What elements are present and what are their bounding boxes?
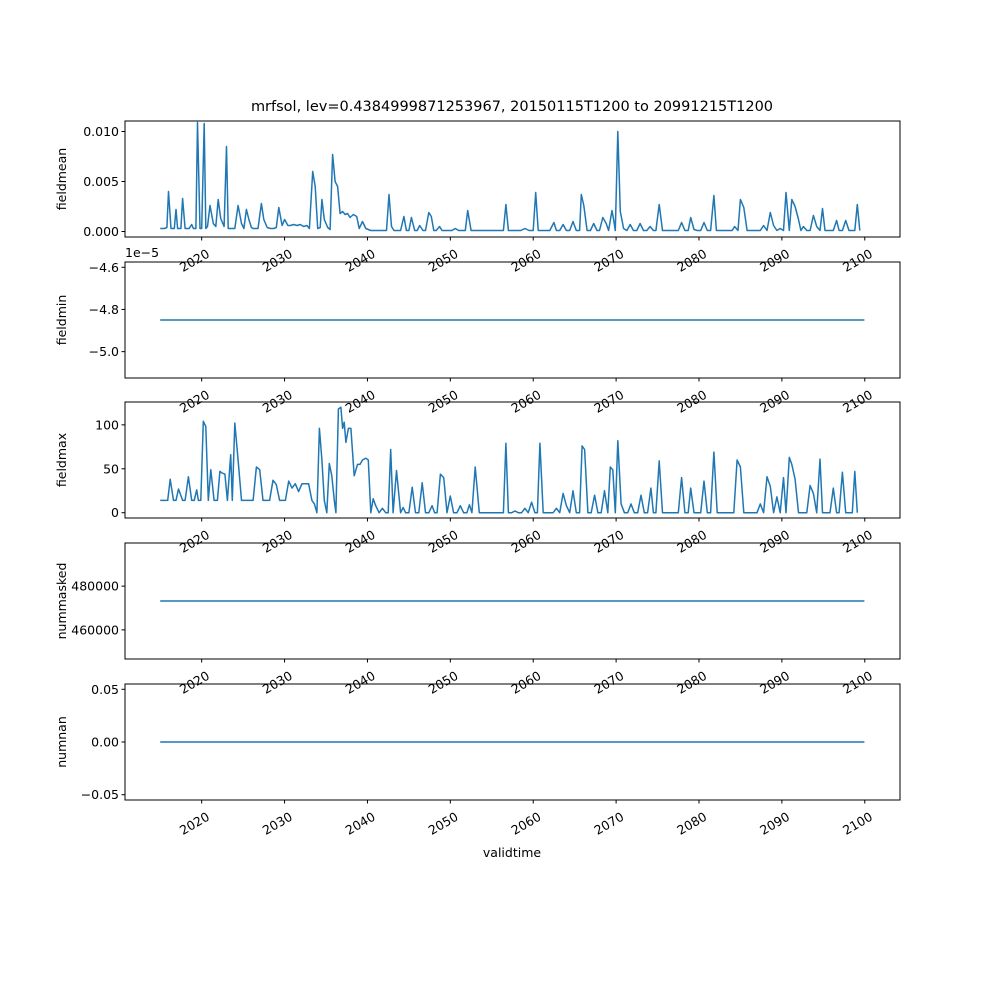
y-tick-label: 0.00 <box>91 735 119 750</box>
y-tick-label: 480000 <box>71 579 119 594</box>
y-axis-label: fieldmean <box>54 148 69 210</box>
y-tick-label: −4.8 <box>89 302 119 317</box>
y-tick-label: −4.6 <box>89 260 119 275</box>
y-axis-label: numnan <box>54 716 69 768</box>
y-axis-label: fieldmax <box>54 433 69 487</box>
series-line-fieldmax <box>160 406 859 514</box>
y-tick-label: −0.05 <box>81 787 119 802</box>
y-offset-text: 1e−5 <box>125 245 159 260</box>
y-tick-label: −5.0 <box>89 344 119 359</box>
y-tick-label: 0.005 <box>83 174 119 189</box>
x-axis-label: validtime <box>483 845 541 860</box>
y-tick-label: 0.000 <box>83 224 119 239</box>
y-tick-label: 460000 <box>71 622 119 637</box>
y-axis-label: nummasked <box>54 563 69 640</box>
series-line-fieldmean <box>160 121 861 232</box>
axes-frame <box>124 542 901 660</box>
axes-frame <box>124 401 901 519</box>
axes-frame <box>124 120 901 238</box>
y-axis-label: fieldmin <box>54 295 69 346</box>
axes-frame <box>124 261 901 379</box>
y-tick-label: 0 <box>111 505 119 520</box>
y-tick-label: 100 <box>95 417 119 432</box>
figure-title: mrfsol, lev=0.4384999871253967, 20150115… <box>251 99 773 115</box>
y-tick-label: 50 <box>103 461 119 476</box>
y-tick-label: 0.05 <box>91 682 119 697</box>
y-tick-label: 0.010 <box>83 124 119 139</box>
